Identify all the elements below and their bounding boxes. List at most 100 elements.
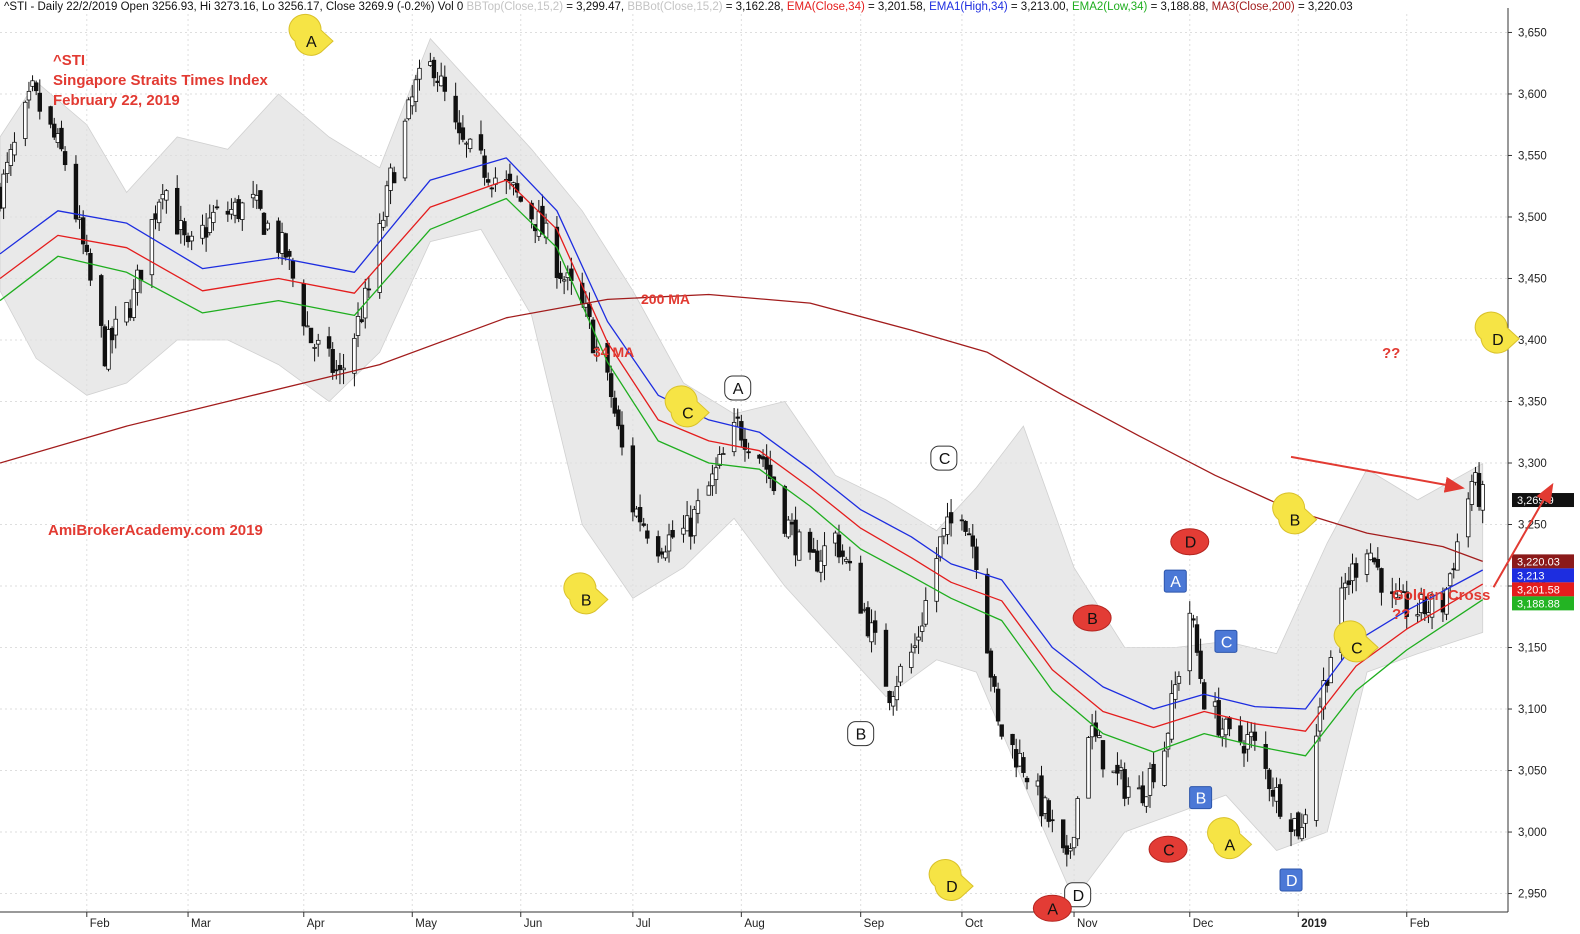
candle-body <box>1455 541 1460 571</box>
candle-body <box>1274 787 1279 802</box>
x-tick-label: May <box>415 918 437 930</box>
candle-body <box>48 106 53 125</box>
header-ema2-value: = 3,188.88, <box>1147 1 1212 13</box>
candle-body <box>1227 717 1232 730</box>
header-ema1-value: = 3,213.00, <box>1007 1 1072 13</box>
candle-body <box>1212 701 1218 707</box>
candle-body <box>948 512 954 524</box>
candle-body <box>587 303 592 318</box>
candle-body <box>388 167 393 191</box>
x-tick-label: Dec <box>1193 918 1214 930</box>
candle-body <box>822 545 827 566</box>
candle-body <box>8 149 14 166</box>
marker-label: C <box>682 406 694 423</box>
price-badge-label: 3,220.03 <box>1517 556 1560 568</box>
candle-body <box>1064 845 1070 855</box>
candle-body <box>1299 827 1305 840</box>
header-ma3-value: = 3,220.03 <box>1294 1 1353 13</box>
candle-body <box>1238 725 1243 742</box>
candle-body <box>768 464 773 479</box>
y-tick-label: 3,500 <box>1518 212 1547 224</box>
candle-body <box>1249 731 1254 738</box>
candle-body <box>782 486 787 534</box>
marker-white <box>724 375 752 401</box>
candle-body <box>185 235 191 243</box>
marker-label: B <box>1087 611 1098 628</box>
candle-body <box>453 95 458 123</box>
candle-body <box>478 134 484 151</box>
candle-body <box>203 227 209 238</box>
candle-body <box>127 308 133 318</box>
marker-label: D <box>946 879 958 896</box>
candle-body <box>923 600 928 625</box>
candle-body <box>1364 553 1370 575</box>
candle-body <box>1060 819 1066 849</box>
candle-body <box>891 696 896 707</box>
candle-body <box>326 336 332 349</box>
candle-body <box>746 451 751 454</box>
annotation-d-question: ?? <box>1382 345 1401 362</box>
candle-body <box>366 288 372 291</box>
candle-body <box>467 138 473 150</box>
candle-body <box>1469 481 1475 505</box>
candle-body <box>514 183 520 193</box>
candle-body <box>88 252 93 281</box>
candle-body <box>153 213 158 220</box>
candle-body <box>23 101 28 139</box>
candle-body <box>833 532 838 544</box>
candle-body <box>1296 812 1301 837</box>
candle-body <box>1187 612 1192 672</box>
candle-body <box>945 516 950 535</box>
candle-body <box>211 211 216 223</box>
candle-body <box>1024 777 1030 783</box>
candle-body <box>684 515 690 532</box>
candle-body <box>1223 718 1229 736</box>
candle-body <box>1317 706 1323 732</box>
y-tick-label: 3,450 <box>1518 273 1547 285</box>
candle-body <box>438 75 444 87</box>
candle-body <box>608 373 614 398</box>
candle-body <box>1122 769 1127 799</box>
candle-body <box>1086 737 1091 799</box>
price-badge <box>1512 596 1574 611</box>
x-tick-label: Sep <box>864 918 884 930</box>
candle-body <box>442 76 448 92</box>
candle-body <box>1191 618 1196 621</box>
candle-body <box>1404 591 1409 617</box>
candle-body <box>995 688 1001 722</box>
candle-body <box>5 161 10 174</box>
title-symbol: ^STI <box>53 52 86 69</box>
x-tick-label: Jul <box>636 918 651 930</box>
candle-body <box>135 269 140 293</box>
candle-body <box>164 190 169 201</box>
candle-body <box>1075 798 1080 840</box>
header-bbtop-value: = 3,299.47, <box>563 1 628 13</box>
candle-body <box>634 508 639 517</box>
candle-body <box>815 550 820 572</box>
marker-label: A <box>1047 901 1058 918</box>
candle-body <box>1194 624 1200 653</box>
candle-body <box>99 275 104 326</box>
candle-body <box>938 536 943 558</box>
candle-body <box>1270 789 1276 797</box>
candle-body <box>681 527 686 535</box>
marker-red <box>1072 604 1112 632</box>
candle-body <box>232 201 238 216</box>
indicator-line <box>0 197 1484 757</box>
marker-yellow <box>664 385 710 428</box>
candle-body <box>1017 752 1022 767</box>
candle-body <box>1118 767 1124 771</box>
candle-body <box>109 327 115 341</box>
candle-body <box>1173 684 1178 700</box>
candle-body <box>182 221 187 236</box>
candle-body <box>941 528 947 537</box>
y-tick-label: 3,250 <box>1518 520 1547 532</box>
candle-body <box>1111 770 1117 774</box>
candle-body <box>77 217 82 220</box>
y-tick-label: 3,050 <box>1518 766 1547 778</box>
candle-body <box>580 282 585 304</box>
candle-body <box>337 364 343 370</box>
candle-body <box>355 316 361 336</box>
candle-body <box>1042 797 1048 814</box>
candle-body <box>619 424 625 448</box>
